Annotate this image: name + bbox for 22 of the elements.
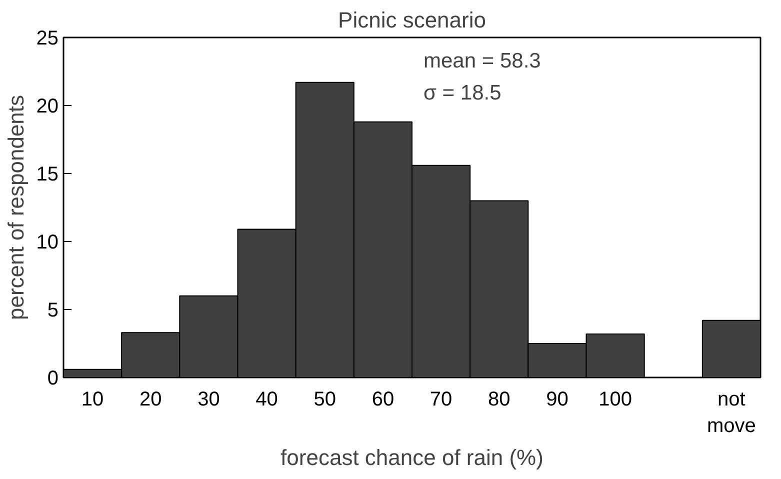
x-tick-label: 50: [314, 388, 336, 410]
x-tick-label: 80: [488, 388, 510, 410]
y-tick-label: 10: [36, 232, 59, 254]
y-tick-label: 25: [36, 28, 59, 50]
annotation: mean = 58.3: [424, 50, 541, 72]
x-tick-label: 60: [372, 388, 394, 410]
x-tick-label: 10: [81, 388, 104, 410]
y-tick-label: 20: [36, 96, 59, 118]
y-axis-title: percent of respondents: [3, 94, 28, 320]
x-tick-label: 100: [598, 388, 632, 410]
x-tick-label: 70: [430, 388, 452, 410]
y-tick-label: 15: [36, 164, 59, 186]
x-tick-label: 90: [546, 388, 568, 410]
x-tick-label: 30: [198, 388, 220, 410]
annotation: σ = 18.5: [424, 82, 502, 104]
chart-title: Picnic scenario: [338, 8, 486, 32]
y-tick-label: 5: [47, 300, 58, 322]
x-tick-label: 20: [140, 388, 162, 410]
x-axis-title: forecast chance of rain (%): [280, 444, 544, 470]
x-tick-label: not move: [707, 388, 756, 437]
x-tick-label: 40: [256, 388, 278, 410]
y-tick-label: 0: [47, 368, 58, 390]
